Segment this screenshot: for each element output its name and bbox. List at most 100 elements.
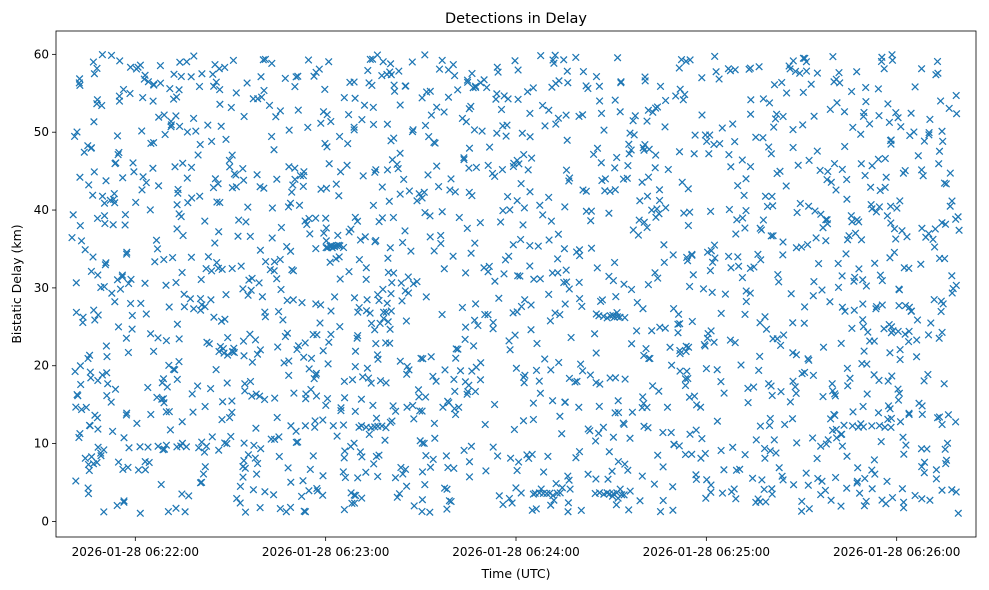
data-point [546,501,555,509]
data-point [156,79,165,87]
data-point [115,57,124,65]
data-point [918,495,926,503]
data-point [341,473,350,482]
data-point [461,269,470,277]
data-point [605,447,614,456]
data-point [539,468,548,476]
data-point [746,264,755,273]
data-point [196,140,204,149]
data-point [426,212,434,220]
data-point [138,93,147,102]
data-point [819,343,828,351]
data-point [616,108,624,116]
data-point [408,401,417,410]
data-point [387,289,395,298]
data-point [643,117,651,125]
data-point [707,481,715,489]
data-point [789,349,797,357]
data-point [675,147,684,156]
data-point [303,220,311,229]
data-point [288,265,296,274]
data-point [597,109,606,118]
data-point [291,175,299,184]
data-point [178,159,187,167]
data-point [575,403,583,412]
data-point [721,290,730,298]
data-point [390,81,398,89]
data-point [932,70,940,79]
data-point [146,329,155,338]
data-point [199,470,208,478]
data-point [347,225,355,233]
data-point [769,231,777,240]
data-point [72,477,80,485]
data-point [294,106,303,114]
data-point [108,289,116,297]
data-point [304,56,313,64]
data-point [661,204,670,212]
data-point [274,307,283,316]
data-point [802,67,811,75]
data-point [838,165,847,174]
data-point [717,377,725,386]
data-point [938,137,947,146]
data-point [804,481,813,490]
data-point [670,440,678,449]
data-point [865,120,874,128]
data-point [644,423,652,432]
data-point [391,473,400,482]
data-point [782,89,791,97]
data-point [307,385,315,394]
data-point [153,245,162,253]
data-point [830,78,838,86]
data-point [591,489,599,498]
data-point [594,429,603,438]
data-point [878,496,886,504]
data-point [450,464,458,473]
data-point [683,367,691,375]
data-point [97,451,105,460]
data-point [284,464,292,472]
data-point [133,419,141,428]
data-point [943,439,952,447]
data-point [115,148,123,157]
data-point [508,499,516,507]
data-point [77,405,86,414]
data-point [350,499,359,507]
data-point [925,131,933,139]
data-point [327,307,335,315]
data-point [937,307,945,316]
data-point [427,111,436,119]
data-point [502,132,510,140]
data-point [119,465,127,474]
data-point [452,345,460,353]
data-point [725,150,733,159]
data-point [519,221,527,229]
data-point [432,162,441,170]
data-point [636,497,644,505]
data-point [605,209,613,217]
data-point [398,297,406,305]
data-point [187,163,196,172]
data-point [681,375,690,383]
data-point [176,58,184,66]
data-point [608,492,617,500]
data-point [779,331,788,339]
data-point [384,318,392,326]
data-point [250,441,258,450]
data-point [760,444,769,453]
data-point [109,195,118,204]
data-point [339,468,348,476]
data-point [932,475,941,483]
data-point [589,150,598,159]
data-point [216,342,225,351]
data-point [503,121,511,129]
data-point [837,502,845,510]
data-point [639,304,647,313]
data-point [674,328,682,337]
data-point [324,57,333,66]
data-point [450,404,459,413]
data-point [218,397,227,406]
data-point [183,174,192,182]
